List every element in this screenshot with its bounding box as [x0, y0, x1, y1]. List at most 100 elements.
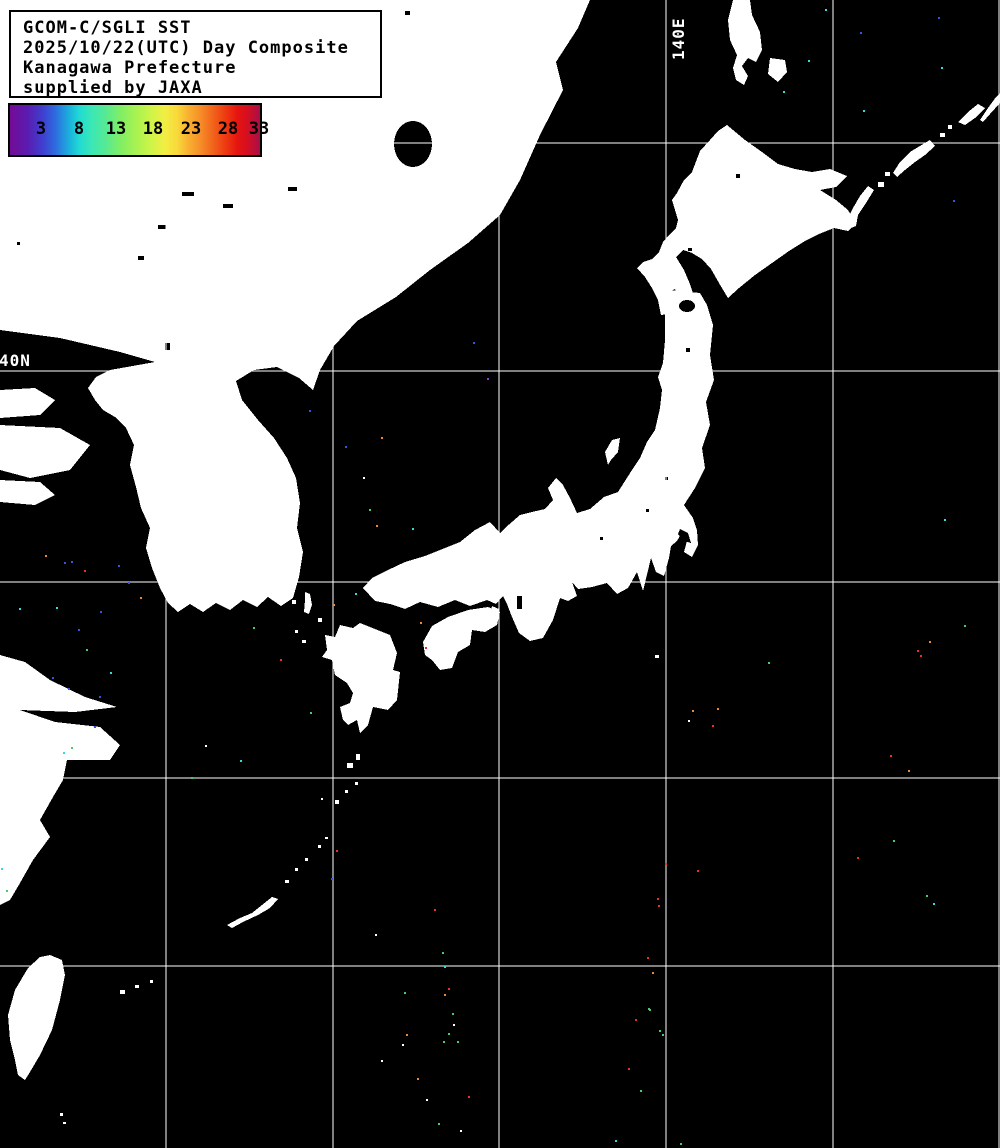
sst-data-pixel — [640, 1090, 642, 1092]
lake — [679, 300, 695, 312]
sst-data-pixel — [6, 890, 8, 892]
islet — [355, 782, 358, 785]
sst-data-pixel — [457, 1041, 459, 1043]
sst-data-pixel — [953, 200, 955, 202]
sst-data-pixel — [938, 17, 940, 19]
landmass-sado — [605, 438, 620, 465]
sst-data-pixel — [908, 770, 910, 772]
sst-data-pixel — [1, 868, 3, 870]
landmass-shandong-2 — [0, 425, 90, 478]
sst-data-pixel — [68, 688, 70, 690]
sst-data-pixel — [783, 91, 785, 93]
sst-data-pixel — [692, 710, 694, 712]
lake-or-river — [646, 509, 649, 512]
landmass-china-coast — [0, 655, 120, 905]
islet — [347, 763, 353, 768]
islet — [356, 754, 360, 760]
sst-data-pixel — [63, 752, 65, 754]
sst-data-pixel — [453, 1024, 455, 1026]
lake-or-river — [517, 596, 522, 609]
sst-data-pixel — [309, 410, 311, 412]
lake-or-river — [405, 11, 410, 15]
islet — [885, 172, 890, 176]
latitude-label-40n: 40N — [0, 351, 32, 370]
landmass-jeju — [212, 567, 250, 583]
lake-or-river — [688, 248, 692, 251]
colorbar-tick-label: 3 — [35, 119, 47, 139]
islet — [948, 125, 952, 129]
lake-or-river — [165, 343, 170, 350]
lake-or-river — [686, 348, 690, 352]
landmass-kunashiri — [847, 186, 874, 228]
sst-data-pixel — [917, 650, 919, 652]
sst-data-pixel — [140, 597, 142, 599]
colorbar-tick-label: 18 — [142, 119, 164, 139]
sst-data-pixel — [688, 720, 690, 722]
sst-data-pixel — [768, 662, 770, 664]
title-box: GCOM-C/SGLI SST 2025/10/22(UTC) Day Comp… — [9, 10, 382, 98]
date-line: 2025/10/22(UTC) Day Composite — [23, 38, 349, 58]
landmass-sakhalin-south — [768, 58, 787, 82]
islet — [302, 640, 306, 643]
sst-data-pixel — [406, 1034, 408, 1036]
sst-data-pixel — [94, 726, 96, 728]
sst-data-pixel — [310, 712, 312, 714]
sst-data-pixel — [628, 1068, 630, 1070]
lake — [394, 121, 432, 167]
lake-or-river — [223, 204, 233, 208]
landmass-tsushima — [304, 592, 312, 614]
islet — [295, 868, 298, 871]
sst-data-pixel — [652, 972, 654, 974]
sst-data-pixel — [404, 992, 406, 994]
sst-data-pixel — [890, 755, 892, 757]
landmass-honshu — [363, 290, 714, 641]
landmass-okinawa — [227, 897, 278, 928]
sst-data-pixel — [86, 649, 88, 651]
sst-data-pixel — [860, 32, 862, 34]
sst-data-pixel — [944, 519, 946, 521]
sst-data-pixel — [964, 625, 966, 627]
sst-data-pixel — [71, 747, 73, 749]
islet — [940, 133, 945, 137]
product-title: GCOM-C/SGLI SST — [23, 18, 192, 38]
sst-data-pixel — [253, 627, 255, 629]
credit-line: supplied by JAXA — [23, 78, 203, 98]
sst-data-pixel — [84, 570, 86, 572]
landmass-shandong-3 — [0, 480, 55, 505]
landmass-shandong-1 — [0, 388, 55, 418]
colorbar-tick-label: 23 — [180, 119, 202, 139]
sst-data-pixel — [657, 898, 659, 900]
colorbar-tick-label: 28 — [217, 119, 239, 139]
lake-or-river — [736, 174, 740, 178]
islet — [305, 858, 308, 861]
sst-data-pixel — [420, 622, 422, 624]
lake-or-river — [600, 537, 603, 540]
islet — [63, 1122, 66, 1124]
sst-data-pixel — [697, 870, 699, 872]
sst-data-pixel — [448, 988, 450, 990]
sst-data-pixel — [71, 561, 73, 563]
temperature-colorbar: 3 8 13 18 23 28 33 — [8, 103, 269, 157]
landmass-kuril-northeast — [980, 93, 1000, 122]
sst-data-pixel — [45, 555, 47, 557]
lake-or-river — [138, 256, 144, 260]
landmass-hokkaido — [637, 125, 856, 315]
landmass-kyushu — [322, 623, 400, 733]
sst-data-pixel — [78, 629, 80, 631]
islet — [318, 618, 322, 622]
sst-data-pixel — [52, 677, 54, 679]
sst-data-pixel — [381, 1060, 383, 1062]
sst-data-pixel — [100, 611, 102, 613]
islet — [292, 600, 296, 604]
landmass-urup — [958, 104, 985, 125]
sst-data-pixel — [712, 725, 714, 727]
longitude-label-140e: 140E — [669, 17, 688, 60]
colorbar-tick-label: 13 — [105, 119, 127, 139]
sst-data-pixel — [363, 477, 365, 479]
islet — [150, 980, 153, 983]
sst-data-pixel — [444, 994, 446, 996]
landmass-awaji — [490, 606, 499, 620]
sst-data-pixel — [417, 1078, 419, 1080]
